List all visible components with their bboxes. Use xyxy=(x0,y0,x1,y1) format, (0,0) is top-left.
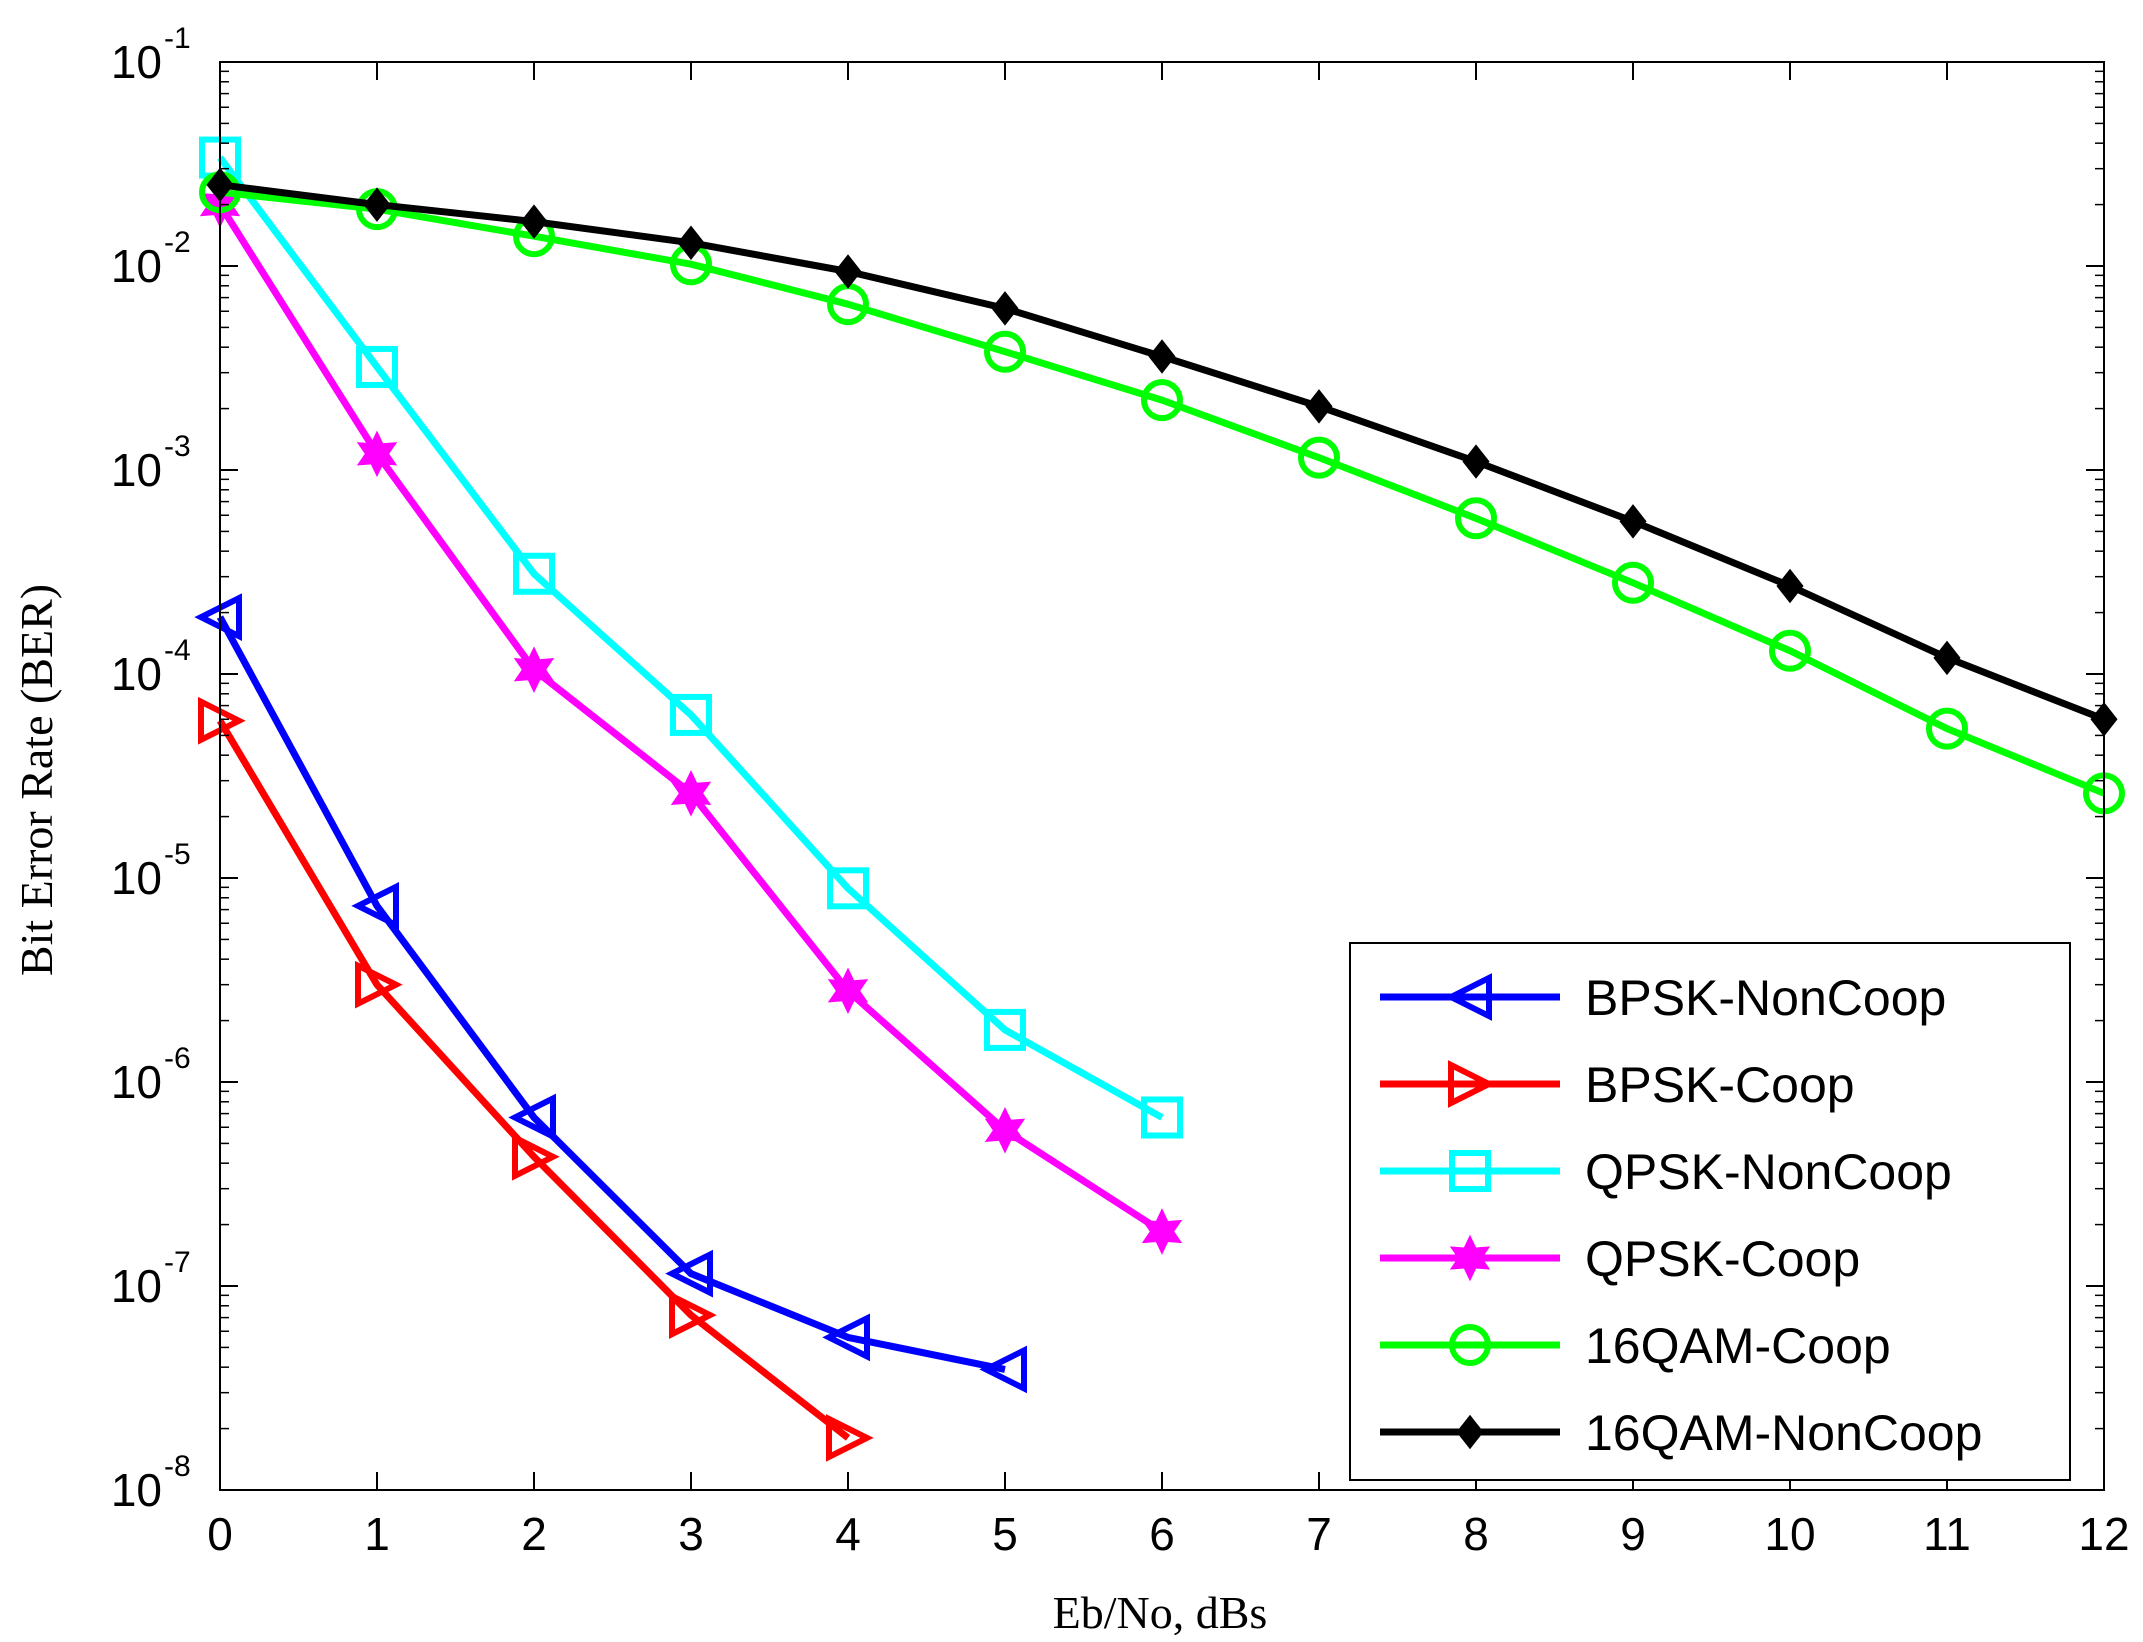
legend-marker xyxy=(1444,973,1492,1021)
data-point xyxy=(979,1345,1027,1394)
legend-entry: BPSK-NonCoop xyxy=(1380,970,1946,1026)
y-tick-exponent: -6 xyxy=(164,1042,191,1075)
series-bpsk-noncoop xyxy=(194,593,1027,1394)
data-point xyxy=(991,291,1019,326)
y-tick-label: 10 xyxy=(111,240,162,292)
y-tick-exponent: -7 xyxy=(164,1246,191,1279)
y-tick-label: 10 xyxy=(111,1056,162,1108)
legend-entry: 16QAM-NonCoop xyxy=(1380,1405,1982,1461)
x-tick-label: 1 xyxy=(364,1508,390,1560)
data-point xyxy=(513,646,555,694)
series-line xyxy=(217,155,1164,1121)
data-point xyxy=(1298,436,1340,479)
y-tick-exponent: -1 xyxy=(164,22,191,55)
data-point xyxy=(1612,561,1654,604)
data-point xyxy=(670,769,712,817)
data-point xyxy=(677,225,705,260)
legend-entry: 16QAM-Coop xyxy=(1380,1318,1891,1374)
x-tick-label: 3 xyxy=(678,1508,704,1560)
data-point xyxy=(1933,640,1961,676)
y-tick-label: 10 xyxy=(111,36,162,88)
x-tick-label: 6 xyxy=(1149,1508,1175,1560)
data-point xyxy=(355,960,403,1009)
x-tick-label: 2 xyxy=(521,1508,547,1560)
legend-marker xyxy=(1449,1150,1491,1192)
y-tick-exponent: -8 xyxy=(164,1450,191,1483)
data-point xyxy=(1776,568,1804,604)
data-point xyxy=(827,867,869,910)
y-tick-exponent: -2 xyxy=(164,226,191,259)
series-line xyxy=(216,718,851,1441)
y-tick-label: 10 xyxy=(111,444,162,496)
data-point xyxy=(665,1249,713,1298)
legend-label: QPSK-Coop xyxy=(1585,1231,1860,1287)
x-tick-label: 10 xyxy=(1764,1508,1815,1560)
x-axis-title: Eb/No, dBs xyxy=(1053,1587,1268,1638)
data-point xyxy=(834,254,862,289)
y-tick-exponent: -5 xyxy=(164,838,191,871)
data-point xyxy=(1619,504,1647,539)
legend-entry: BPSK-Coop xyxy=(1380,1057,1855,1113)
legend-label: QPSK-NonCoop xyxy=(1585,1144,1952,1200)
x-tick-label: 8 xyxy=(1463,1508,1489,1560)
series-16qam-noncoop xyxy=(206,167,2118,737)
legend-entry: QPSK-Coop xyxy=(1380,1231,1860,1287)
data-point xyxy=(512,1132,560,1181)
x-tick-label: 9 xyxy=(1620,1508,1646,1560)
y-tick-label: 10 xyxy=(111,648,162,700)
data-point xyxy=(1141,379,1183,422)
data-point xyxy=(1926,707,1968,750)
data-point xyxy=(1769,629,1811,672)
x-tick-label: 5 xyxy=(992,1508,1018,1560)
data-point xyxy=(351,882,399,930)
data-point xyxy=(670,693,712,736)
data-point xyxy=(1455,497,1497,540)
data-point xyxy=(984,1106,1026,1154)
legend-box xyxy=(1349,942,2071,1481)
data-point xyxy=(356,430,398,478)
data-point xyxy=(356,345,398,388)
legend-marker xyxy=(1456,1414,1484,1450)
y-axis-title: Bit Error Rate (BER) xyxy=(11,584,62,976)
y-tick-label: 10 xyxy=(111,852,162,904)
data-point xyxy=(826,1414,874,1462)
x-tick-label: 12 xyxy=(2078,1508,2129,1560)
data-point xyxy=(508,1093,556,1142)
y-tick-exponent: -4 xyxy=(164,634,191,667)
x-tick-label: 11 xyxy=(1923,1508,1971,1560)
x-tick-label: 4 xyxy=(835,1508,861,1560)
data-point xyxy=(1141,1096,1183,1139)
y-tick-label: 10 xyxy=(111,1260,162,1312)
y-tick-exponent: -3 xyxy=(164,430,191,463)
data-point xyxy=(669,1291,717,1339)
data-point xyxy=(822,1313,870,1362)
legend: BPSK-NonCoop BPSK-Coop QPSK-NonCoop QPSK-Co… xyxy=(1349,942,2071,1481)
x-tick-label: 0 xyxy=(207,1508,233,1560)
data-point xyxy=(513,552,555,595)
legend-marker xyxy=(1449,1324,1491,1366)
x-tick-label: 7 xyxy=(1306,1508,1332,1560)
data-point xyxy=(520,204,548,239)
data-point xyxy=(984,1008,1026,1051)
legend-label: 16QAM-Coop xyxy=(1585,1318,1891,1374)
data-point xyxy=(1305,389,1333,424)
data-point xyxy=(984,330,1026,373)
data-point xyxy=(1462,444,1490,479)
legend-marker xyxy=(1449,1234,1491,1282)
series-line xyxy=(216,615,1006,1373)
legend-entry: QPSK-NonCoop xyxy=(1380,1144,1952,1200)
data-point xyxy=(827,967,869,1015)
legend-marker xyxy=(1448,1060,1496,1108)
data-point xyxy=(363,187,391,222)
y-tick-label: 10 xyxy=(111,1464,162,1516)
legend-label: 16QAM-NonCoop xyxy=(1585,1405,1982,1461)
legend-label: BPSK-NonCoop xyxy=(1585,970,1946,1026)
data-point xyxy=(1141,1208,1183,1255)
data-point xyxy=(1148,339,1176,374)
legend-label: BPSK-Coop xyxy=(1585,1057,1855,1113)
